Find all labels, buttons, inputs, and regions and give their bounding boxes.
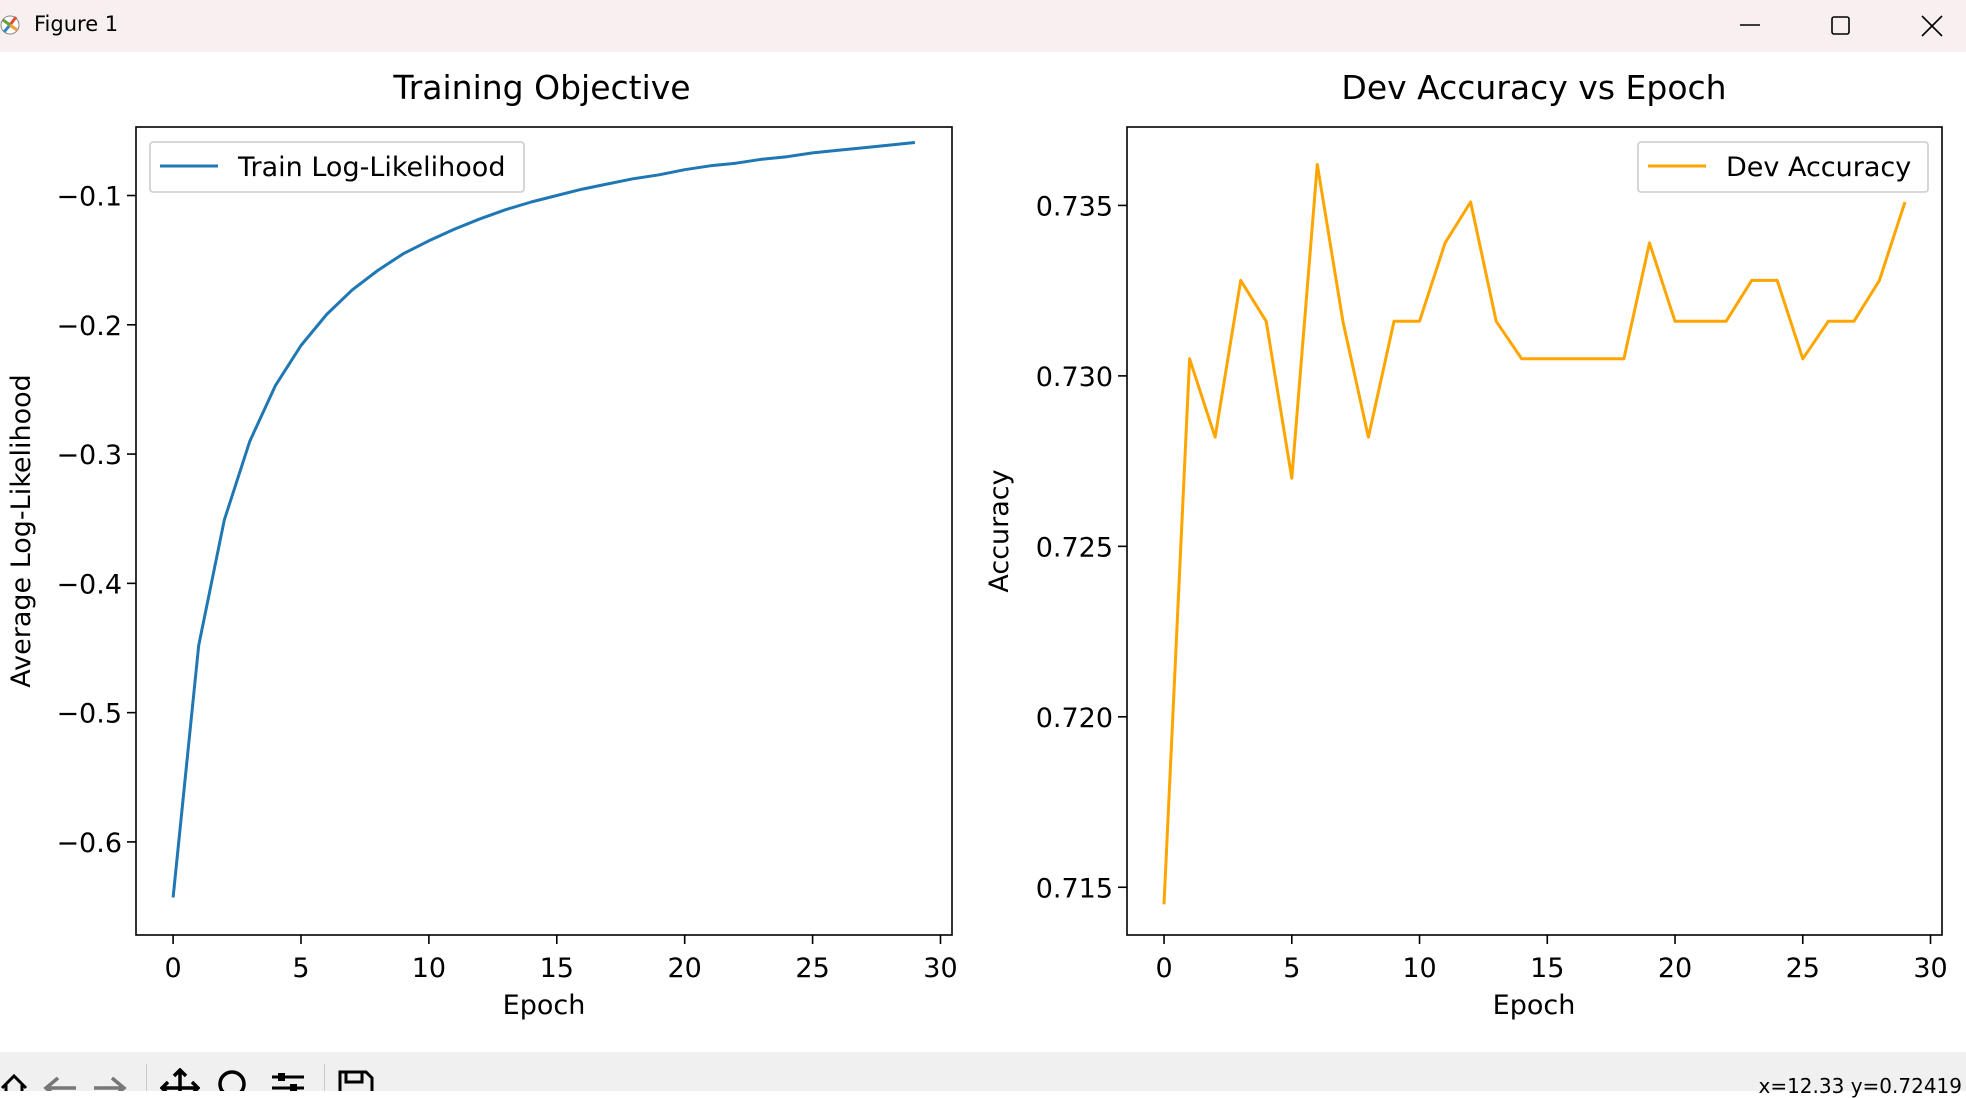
plot-frame-left [135, 126, 953, 936]
y-tick-label-left: −0.4 [56, 569, 122, 600]
x-tick-label-right: 0 [1155, 953, 1172, 984]
y-tick-label-right: 0.730 [1036, 362, 1113, 393]
x-axis-label-left: Epoch [503, 990, 586, 1021]
x-tick-label-right: 25 [1786, 953, 1820, 984]
legend-right: Dev Accuracy [1637, 141, 1929, 193]
x-tick-label-right: 5 [1283, 953, 1300, 984]
forward-button[interactable] [90, 1068, 130, 1091]
save-icon [338, 1070, 374, 1091]
cursor-coordinates: x=12.33 y=0.72419 [1758, 1074, 1962, 1098]
x-tick-label-left: 10 [412, 953, 446, 984]
x-ticks-left: 0 5 10 15 20 25 30 [164, 935, 958, 984]
legend-box-left [149, 141, 525, 193]
x-tick-label-left: 0 [164, 953, 181, 984]
x-ticks-right: 0 5 10 15 20 25 30 [1155, 935, 1948, 984]
pan-button[interactable] [160, 1068, 200, 1091]
minimize-button[interactable] [1720, 0, 1780, 52]
navigation-toolbar: x=12.33 y=0.72419 [0, 1052, 1966, 1098]
x-tick-label-right: 10 [1402, 953, 1436, 984]
chart-title-right: Dev Accuracy vs Epoch [1341, 68, 1726, 107]
y-tick-label-right: 0.715 [1036, 873, 1113, 904]
x-tick-label-right: 20 [1658, 953, 1692, 984]
y-tick-label-left: −0.2 [56, 311, 122, 342]
toolbar-separator [324, 1064, 325, 1091]
figure-canvas[interactable]: Training Objective 0 5 10 15 20 25 30 −0.1 −0.2… [0, 52, 1966, 1052]
y-ticks-right: 0.715 0.720 0.725 0.730 0.735 [1036, 191, 1127, 904]
y-tick-label-left: −0.5 [56, 699, 122, 730]
x-tick-label-left: 30 [923, 953, 957, 984]
toolbar-separator [146, 1064, 147, 1091]
y-tick-label-left: −0.1 [56, 182, 122, 213]
x-tick-label-left: 25 [795, 953, 829, 984]
save-button[interactable] [336, 1068, 376, 1091]
y-tick-label-right: 0.735 [1036, 191, 1113, 222]
home-button[interactable] [0, 1068, 40, 1091]
zoom-icon [218, 1070, 246, 1091]
legend-label-train-log-likelihood: Train Log-Likelihood [237, 152, 505, 183]
back-button[interactable] [40, 1068, 80, 1091]
app-icon [0, 12, 26, 38]
close-button[interactable] [1902, 0, 1962, 52]
back-icon [43, 1076, 76, 1091]
y-tick-label-right: 0.725 [1036, 532, 1113, 563]
pan-icon [160, 1068, 200, 1091]
axes-right: Dev Accuracy vs Epoch 0 5 10 15 20 25 30 0.715… [984, 68, 1948, 1021]
configure-subplots-icon [272, 1073, 304, 1091]
y-tick-label-left: −0.6 [56, 828, 122, 859]
legend-label-dev-accuracy: Dev Accuracy [1726, 152, 1911, 183]
x-axis-label-right: Epoch [1493, 990, 1576, 1021]
legend-box-right [1637, 141, 1929, 193]
home-icon [0, 1073, 28, 1091]
forward-icon [94, 1076, 127, 1091]
y-axis-label-left: Average Log-Likelihood [6, 374, 37, 688]
x-tick-label-right: 15 [1530, 953, 1564, 984]
y-ticks-left: −0.1 −0.2 −0.3 −0.4 −0.5 −0.6 [56, 182, 136, 859]
y-axis-label-right: Accuracy [984, 469, 1015, 592]
configure-subplots-button[interactable] [268, 1068, 308, 1091]
series-line-train-log-likelihood [171, 141, 916, 898]
maximize-icon [1831, 16, 1850, 35]
window-titlebar: Figure 1 [0, 0, 1966, 52]
x-tick-label-left: 5 [292, 953, 309, 984]
zoom-button[interactable] [212, 1068, 252, 1091]
plot-frame-right [1126, 126, 1943, 936]
window-title: Figure 1 [34, 12, 119, 36]
legend-left: Train Log-Likelihood [149, 141, 525, 193]
chart-title-left: Training Objective [392, 68, 690, 107]
close-icon [1921, 15, 1943, 37]
y-tick-label-right: 0.720 [1036, 703, 1113, 734]
x-tick-label-left: 15 [540, 953, 574, 984]
x-tick-label-left: 20 [668, 953, 702, 984]
axes-left: Training Objective 0 5 10 15 20 25 30 −0.1 −0.2… [6, 68, 958, 1021]
y-tick-label-left: −0.3 [56, 440, 122, 471]
maximize-button[interactable] [1810, 0, 1870, 52]
minimize-icon [1740, 24, 1760, 26]
series-line-dev-accuracy [1162, 163, 1907, 905]
x-tick-label-right: 30 [1913, 953, 1947, 984]
